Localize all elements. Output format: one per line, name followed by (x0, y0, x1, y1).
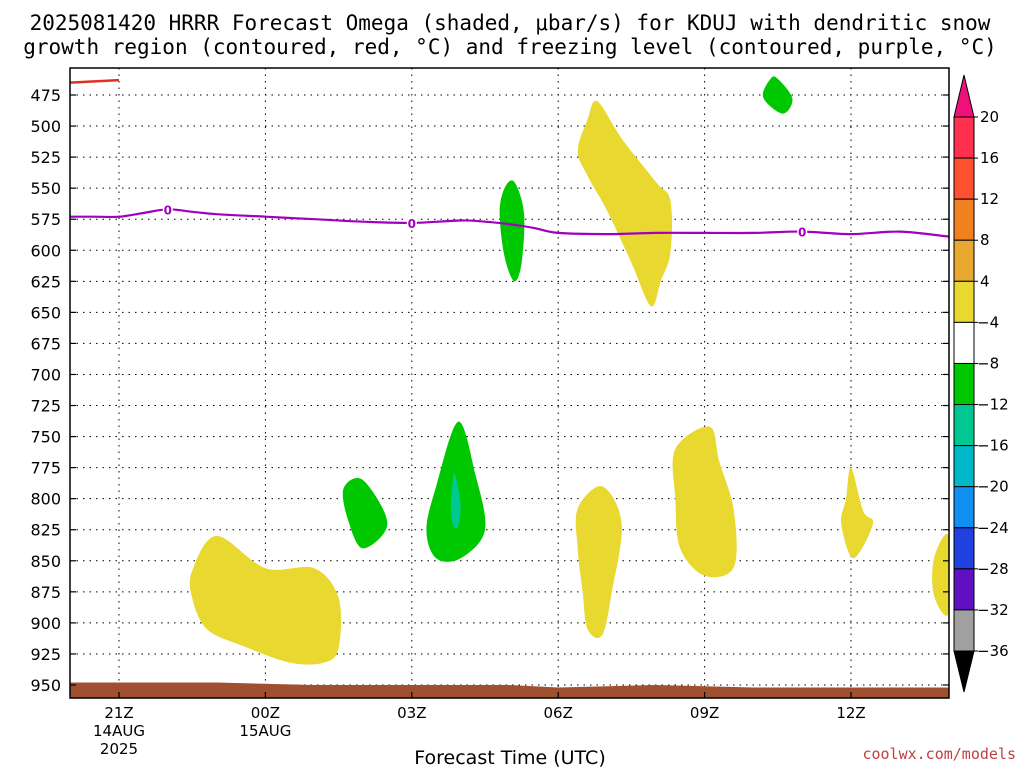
dendritic-growth-contour (70, 78, 120, 84)
colorbar-label: 12 (980, 190, 999, 208)
colorbar-swatch (953, 445, 975, 488)
x-tick-year: 2025 (100, 740, 138, 758)
colorbar-label: −4 (977, 313, 999, 331)
chart-title-line2: growth region (contoured, red, °C) and f… (23, 35, 997, 59)
y-tick-label: 625 (30, 272, 61, 291)
omega-region-lower-yellow-e (932, 533, 949, 616)
grid-lines (70, 68, 949, 698)
colorbar-label: −12 (977, 396, 1009, 414)
colorbar-swatch (953, 239, 975, 282)
colorbar-label: −16 (977, 437, 1009, 455)
y-tick-label: 925 (30, 645, 61, 664)
x-tick-label: 00Z (251, 704, 280, 722)
colorbar-label: −28 (977, 560, 1009, 578)
colorbar-label: −24 (977, 519, 1009, 537)
omega-region-lower-yellow-c (672, 426, 737, 578)
colorbar-swatch (953, 362, 975, 406)
colorbar-swatch (953, 116, 975, 159)
y-tick-label: 775 (30, 459, 61, 478)
x-tick-label: 12Z (836, 704, 865, 722)
colorbar-swatch (953, 321, 975, 364)
terrain-fill (70, 682, 949, 698)
y-tick-label: 800 (30, 490, 61, 509)
freezing-level-label: 0 (798, 226, 806, 240)
y-tick-label: 700 (30, 365, 61, 384)
colorbar-label: 8 (980, 231, 990, 249)
y-tick-label: 725 (30, 397, 61, 416)
omega-region-lower-yellow-a (189, 535, 342, 665)
omega-region-lower-yellow-b (575, 486, 622, 639)
freezing-level-label: 0 (408, 217, 416, 231)
omega-region-lower-green-a (342, 478, 388, 549)
colorbar-label: −32 (977, 601, 1009, 619)
contour-lines: 0 0 0 (70, 78, 949, 240)
y-tick-label: 900 (30, 614, 61, 633)
colorbar-label: 4 (980, 272, 990, 290)
colorbar: 20 16 12 8 4 −4 −8 −12 −16 −20 −24 −28 −32 −36 (953, 74, 1009, 693)
y-tick-label: 550 (30, 179, 61, 198)
freezing-level-label: 0 (164, 203, 172, 217)
x-tick-label: 06Z (544, 704, 573, 722)
colorbar-bottom-arrow (953, 650, 975, 693)
credit-text: coolwx.com/models (862, 745, 1016, 763)
x-tick-label: 09Z (690, 704, 719, 722)
terrain-surface (70, 682, 949, 698)
plot-frame (69, 67, 950, 699)
y-tick-label: 675 (30, 334, 61, 353)
omega-region-lower-teal-b (450, 472, 461, 529)
y-tick-label: 500 (30, 117, 61, 136)
y-tick-label: 750 (30, 428, 61, 447)
omega-region-upper-green-a (762, 76, 793, 114)
colorbar-label: 20 (980, 108, 999, 126)
x-tick-date: 15AUG (239, 722, 291, 740)
y-tick-label: 600 (30, 241, 61, 260)
y-tick-label: 575 (30, 210, 61, 229)
x-axis-label: Forecast Time (UTC) (414, 747, 605, 768)
colorbar-swatch (953, 568, 975, 611)
colorbar-swatch (953, 609, 975, 652)
omega-regions (189, 76, 949, 665)
freezing-label-bg (162, 202, 173, 217)
colorbar-label: −36 (977, 642, 1009, 660)
y-tick-label: 650 (30, 303, 61, 322)
y-tick-label: 525 (30, 148, 61, 167)
colorbar-swatch (953, 486, 975, 529)
y-tick-label: 475 (30, 86, 61, 105)
chart-title-line1: 2025081420 HRRR Forecast Omega (shaded, … (30, 11, 991, 35)
colorbar-label: −8 (977, 354, 999, 372)
colorbar-swatch (953, 157, 975, 200)
y-axis-ticks: 475 500 525 550 575 600 625 650 675 700 725 750 775 8… (30, 86, 949, 695)
y-tick-label: 950 (30, 676, 61, 695)
colorbar-swatch (953, 198, 975, 241)
x-tick-date: 14AUG (93, 722, 145, 740)
x-tick-label: 21Z (104, 704, 133, 722)
omega-region-upper-yellow-a (577, 100, 672, 307)
freezing-label-bg (406, 215, 417, 230)
colorbar-swatch (953, 527, 975, 570)
y-tick-label: 875 (30, 583, 61, 602)
colorbar-swatch (953, 280, 975, 323)
freezing-label-bg (797, 224, 808, 239)
colorbar-label: −20 (977, 478, 1009, 496)
y-tick-label: 825 (30, 521, 61, 540)
y-tick-label: 850 (30, 552, 61, 571)
omega-region-lower-yellow-d (840, 467, 874, 559)
omega-region-upper-green-b (499, 180, 525, 282)
colorbar-label: 16 (980, 149, 999, 167)
x-tick-label: 03Z (397, 704, 426, 722)
colorbar-swatch (953, 404, 975, 447)
